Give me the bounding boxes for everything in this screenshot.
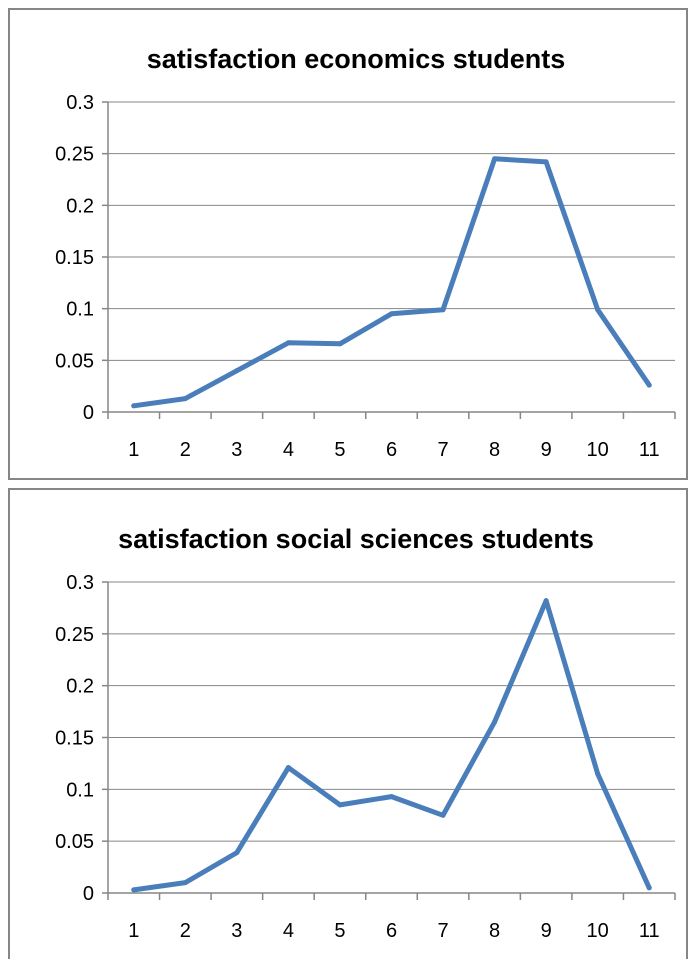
data-point — [182, 880, 188, 886]
x-tick-label: 2 — [180, 439, 191, 461]
data-point — [337, 802, 343, 808]
data-point — [234, 850, 240, 856]
chart-economics: satisfaction economics students 0 0.05 0.1… — [55, 44, 676, 461]
y-tick-label: 0.2 — [66, 195, 94, 217]
y-tick-label: 0 — [83, 402, 94, 424]
data-point — [389, 311, 394, 317]
y-tick-label: 0.25 — [55, 144, 94, 166]
data-point — [543, 159, 549, 165]
chart-social-sciences: satisfaction social sciences students 0 0… — [55, 524, 676, 942]
chart-title: satisfaction social sciences students — [118, 524, 594, 554]
y-tick-label: 0.15 — [55, 728, 94, 750]
y-tick-label: 0.1 — [66, 779, 94, 801]
x-tick-label: 7 — [437, 920, 448, 942]
x-tick-label: 10 — [587, 920, 609, 942]
y-tick-label: 0.15 — [55, 247, 94, 269]
y-tick-label: 0.1 — [66, 299, 94, 321]
x-tick-label: 4 — [283, 920, 294, 942]
series-line — [131, 156, 652, 409]
y-tick-label: 0.3 — [66, 92, 94, 114]
data-point — [492, 156, 498, 162]
y-tick-label: 0.2 — [66, 676, 94, 698]
x-tick-label: 9 — [541, 920, 552, 942]
data-point — [131, 403, 137, 409]
y-tick-label: 0 — [83, 883, 94, 905]
chart-title: satisfaction economics students — [147, 44, 566, 74]
x-tick-label: 11 — [639, 920, 660, 942]
data-point — [543, 598, 549, 604]
data-point — [646, 885, 652, 891]
data-point — [440, 812, 446, 818]
chart-panel-economics: satisfaction economics students 0 0.05 0.1… — [8, 8, 688, 480]
x-tick-label: 7 — [437, 439, 448, 461]
data-point — [234, 368, 240, 374]
x-tick-label: 1 — [128, 439, 139, 461]
y-tick-label: 0.25 — [55, 624, 94, 646]
x-tick-label: 8 — [489, 439, 500, 461]
x-tick-label: 4 — [283, 439, 294, 461]
data-point — [182, 396, 188, 402]
chart-panel-social-sciences: satisfaction social sciences students 0 0… — [8, 488, 688, 959]
data-point — [337, 341, 343, 347]
data-point — [131, 887, 137, 893]
data-point — [285, 340, 291, 346]
x-tick-label: 10 — [587, 439, 609, 461]
x-tick-label: 11 — [639, 439, 660, 461]
data-point — [595, 771, 601, 777]
y-tick-label: 0.3 — [66, 572, 94, 594]
data-point — [492, 719, 498, 725]
x-tick-label: 5 — [334, 439, 345, 461]
data-point — [440, 307, 446, 313]
y-tick-label: 0.05 — [55, 831, 94, 853]
x-tick-label: 2 — [180, 920, 191, 942]
data-point — [646, 382, 652, 388]
x-tick-label: 1 — [128, 920, 139, 942]
x-tick-label: 6 — [386, 439, 397, 461]
data-point — [285, 765, 291, 771]
x-tick-label: 9 — [541, 439, 552, 461]
data-point — [595, 307, 601, 313]
x-tick-label: 3 — [231, 439, 242, 461]
y-tick-label: 0.05 — [55, 350, 94, 372]
x-tick-label: 5 — [334, 920, 345, 942]
series-line — [131, 598, 652, 893]
x-tick-label: 6 — [386, 920, 397, 942]
x-tick-label: 8 — [489, 920, 500, 942]
data-point — [389, 794, 394, 800]
x-tick-label: 3 — [231, 920, 242, 942]
